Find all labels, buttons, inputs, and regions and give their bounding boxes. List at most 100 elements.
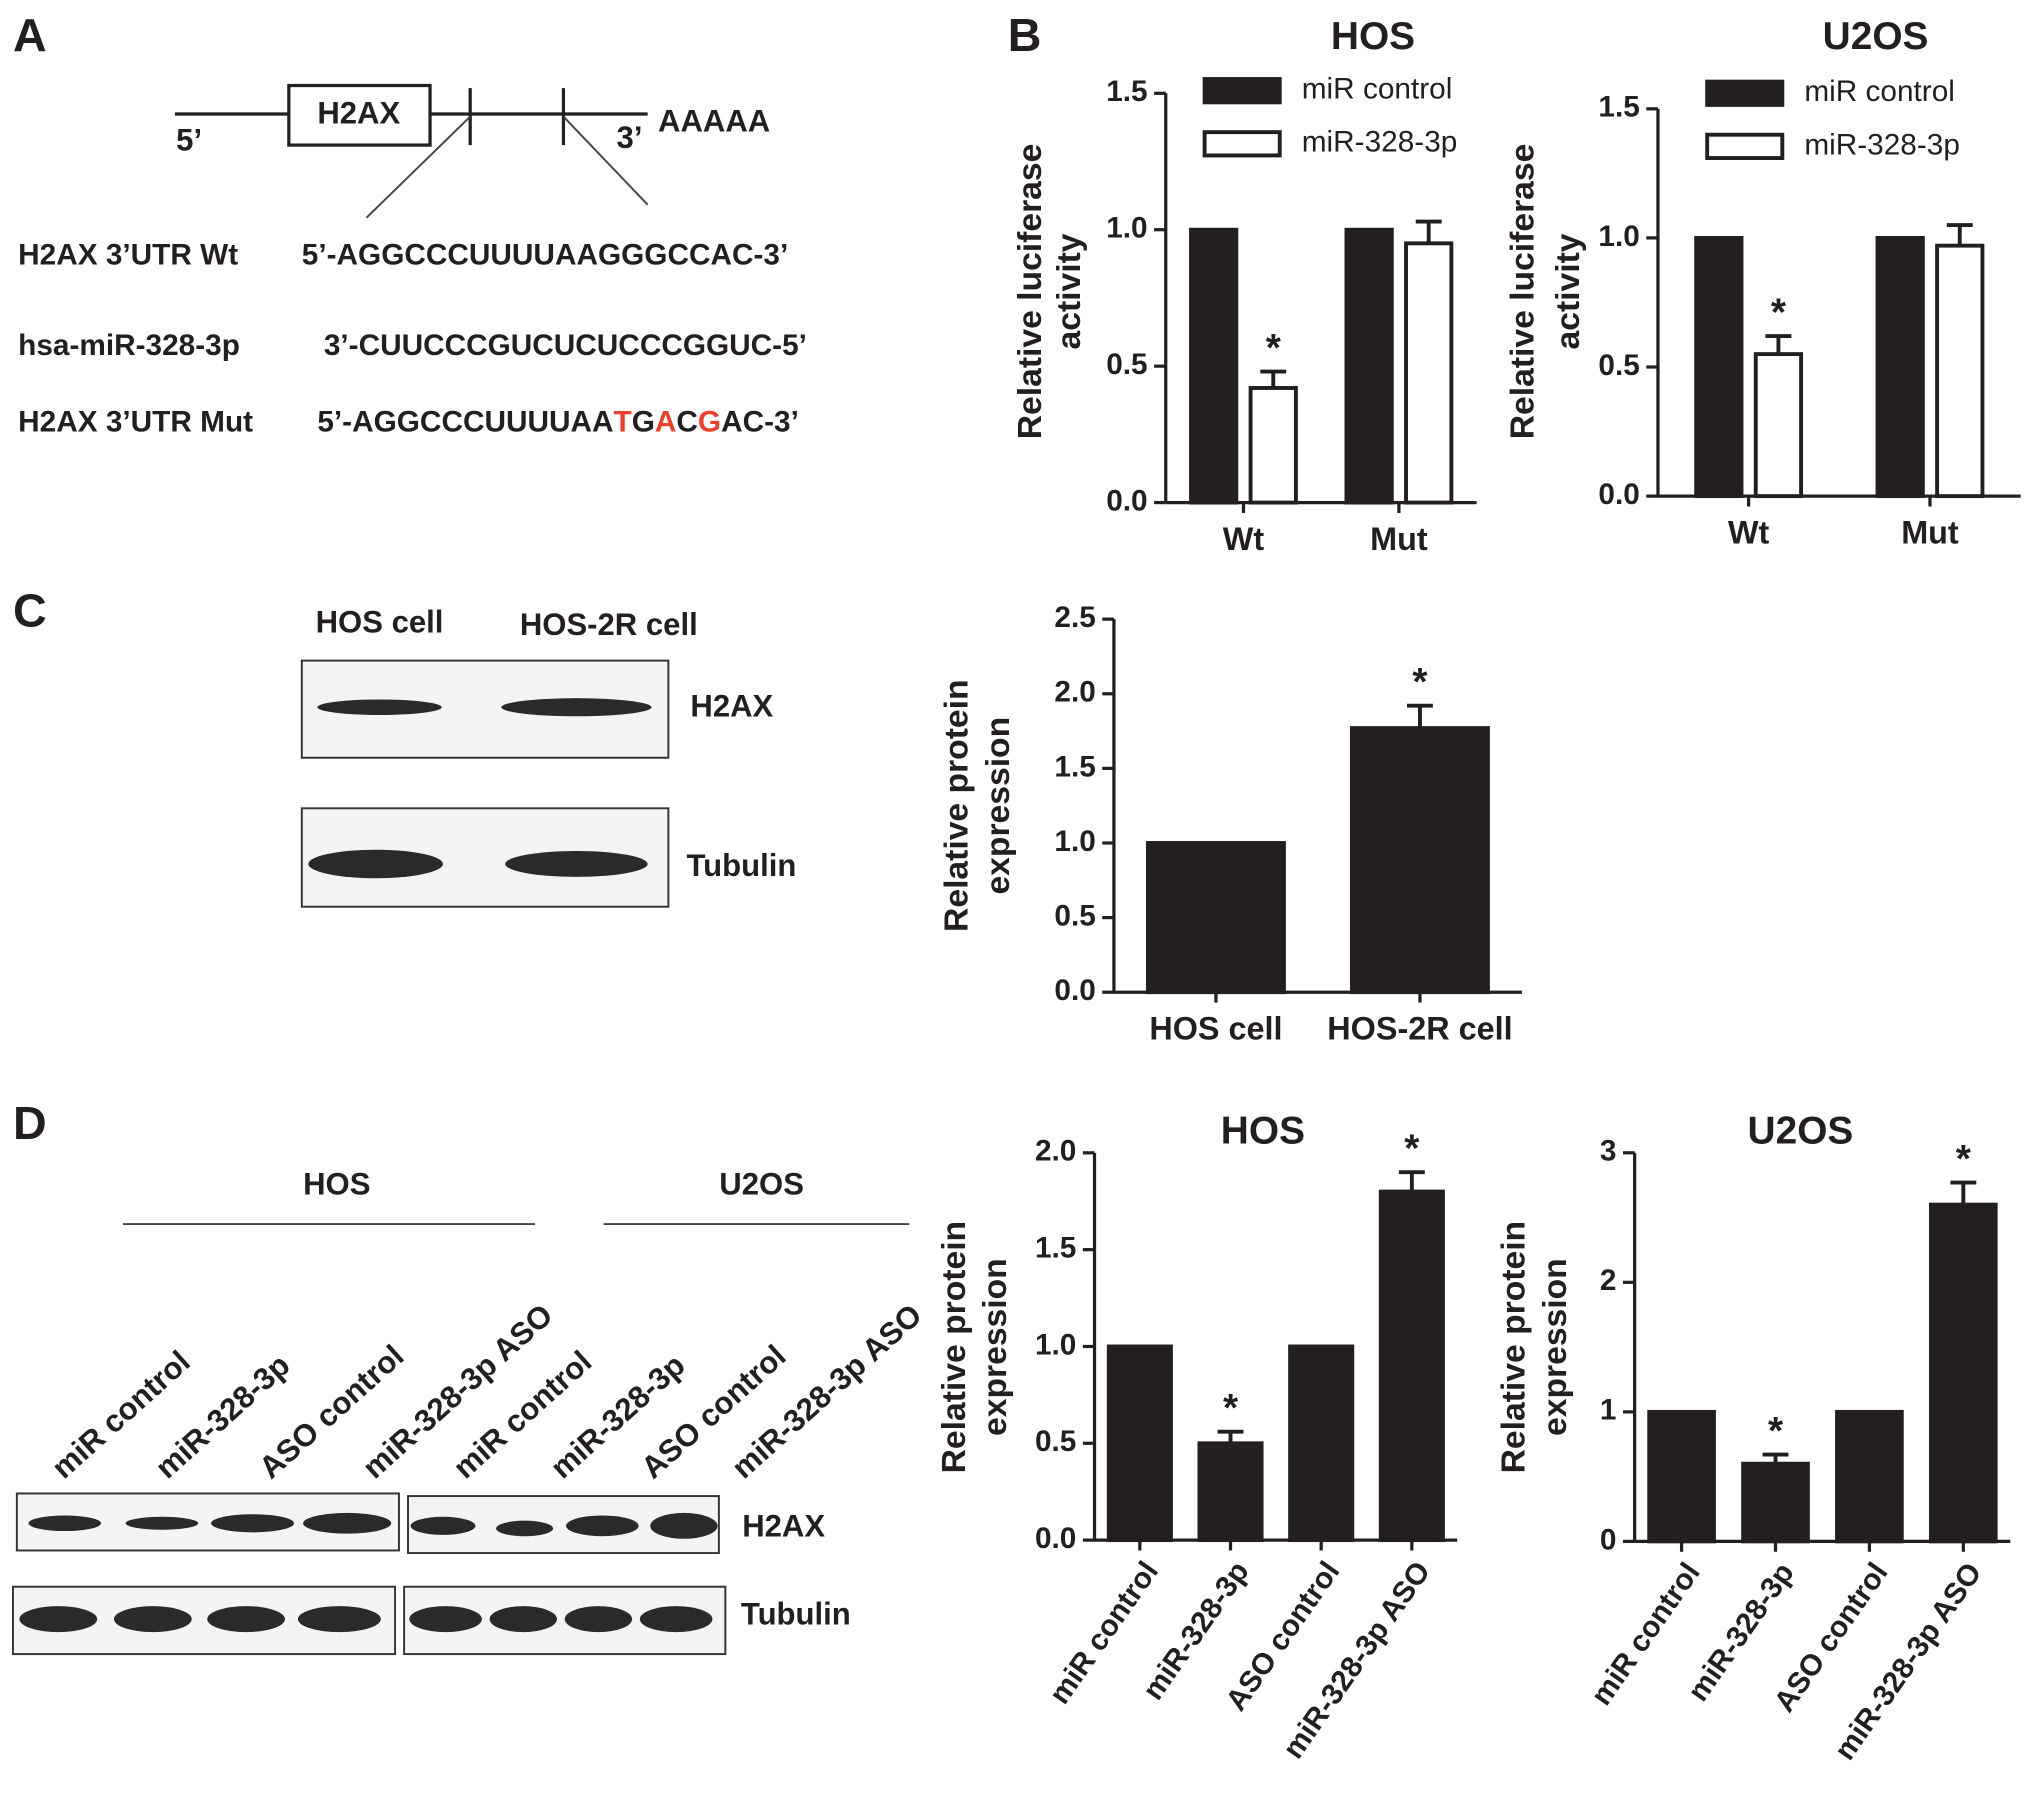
bar: [1145, 841, 1286, 995]
legend-swatch: [1202, 130, 1282, 158]
significance-label: *: [1223, 1387, 1239, 1430]
y-tick-label: 1.5: [1106, 75, 1147, 108]
group-label: U2OS: [719, 1167, 804, 1202]
chart-title: HOS: [1331, 15, 1415, 58]
x-tick-label: Wt: [1223, 521, 1265, 557]
y-tick-label: 0: [1600, 1523, 1617, 1556]
error-bar: [1765, 334, 1792, 355]
bar: [1378, 1189, 1445, 1543]
x-tick-label: HOS cell: [1149, 1011, 1282, 1047]
y-tick-label: 1.0: [1035, 1328, 1076, 1361]
row-label: Tubulin: [741, 1597, 851, 1632]
blot-band: [501, 698, 652, 717]
gene-label: H2AX: [317, 96, 400, 131]
sequence: 5’-AGGCCCUUUUAAGGGCCAC-3’: [302, 238, 788, 271]
blot-band: [125, 1516, 199, 1530]
significance-label: *: [1956, 1138, 1972, 1181]
bar: [1344, 227, 1394, 505]
blot-band: [409, 1606, 482, 1633]
x-tick-label: Mut: [1370, 521, 1428, 557]
blot-band: [19, 1606, 98, 1633]
lane-label: HOS cell: [316, 605, 444, 640]
y-tick-label: 0.0: [1054, 974, 1095, 1007]
utr-end-label: 3’: [617, 120, 643, 155]
panel-label: B: [1008, 9, 1042, 61]
sequence-name: H2AX 3’UTR Mut: [18, 405, 253, 438]
y-tick-label: 0.5: [1035, 1425, 1076, 1458]
chart-title: U2OS: [1748, 1110, 1854, 1153]
blot-band: [303, 1512, 392, 1534]
blot-band: [505, 851, 648, 877]
error-bar: [1260, 369, 1287, 388]
sequence-segment: AC-3’: [721, 405, 799, 438]
blot-band: [566, 1515, 639, 1537]
legend-label: miR control: [1804, 75, 1955, 108]
y-tick-label: 1.0: [1054, 825, 1095, 858]
row-label: H2AX: [690, 689, 773, 724]
blot-band: [113, 1606, 192, 1633]
bar: [1935, 243, 1985, 499]
legend-swatch: [1705, 132, 1785, 160]
blot-band: [297, 1606, 381, 1633]
blot-band: [639, 1606, 713, 1633]
sequence-segment: T: [614, 405, 632, 438]
error-bar: [1415, 219, 1442, 244]
bar: [1647, 1409, 1716, 1544]
y-tick-label: 0.5: [1054, 899, 1095, 932]
y-axis-label: activity: [1051, 233, 1088, 349]
error-bar: [1950, 1180, 1977, 1205]
sequence-segment: G: [698, 405, 721, 438]
chart-title: HOS: [1221, 1110, 1305, 1153]
y-tick-label: 0.0: [1106, 484, 1147, 517]
blot-band: [410, 1516, 476, 1535]
y-tick-label: 3: [1600, 1135, 1617, 1168]
bar: [1835, 1409, 1904, 1544]
sequence-segment: 5’-AGGCCCUUUUAAGGGCCAC-3’: [302, 238, 788, 271]
bar: [1350, 726, 1490, 995]
y-tick-label: 0.5: [1598, 349, 1639, 382]
blot-band: [496, 1520, 554, 1537]
error-bar: [1217, 1429, 1244, 1444]
legend-label: miR-328-3p: [1302, 126, 1458, 159]
error-bar: [1946, 223, 1973, 246]
blot-band: [211, 1514, 295, 1533]
y-axis-label: Relative protein: [938, 679, 975, 932]
blot-band: [207, 1606, 285, 1633]
y-axis-label: Relative protein: [1495, 1221, 1532, 1474]
sequence-name: hsa-miR-328-3p: [18, 329, 240, 362]
y-tick-label: 1.5: [1054, 750, 1095, 783]
y-axis-label: Relative luciferase: [1012, 144, 1049, 440]
panel-label: A: [13, 9, 47, 61]
significance-label: *: [1404, 1128, 1420, 1171]
blot-band: [308, 849, 443, 879]
y-axis-label: activity: [1550, 233, 1587, 349]
x-tick-label: Wt: [1728, 515, 1770, 551]
significance-label: *: [1771, 292, 1787, 335]
panel-label: C: [13, 584, 47, 636]
bar: [1753, 352, 1804, 499]
sequence-segment: C: [676, 405, 698, 438]
y-tick-label: 1.0: [1598, 220, 1639, 253]
y-tick-label: 1.5: [1598, 91, 1639, 124]
y-tick-label: 0.0: [1598, 478, 1639, 511]
bar: [1694, 235, 1744, 499]
significance-label: *: [1412, 661, 1428, 704]
lane-label: HOS-2R cell: [520, 607, 698, 642]
poly-a-label: AAAAA: [658, 103, 770, 138]
sequence-segment: 3’-CUUCCCGUCUCUCCCGGUC-5’: [324, 329, 807, 362]
bar: [1741, 1461, 1810, 1544]
error-bar: [1406, 703, 1433, 729]
bar: [1928, 1202, 1998, 1544]
blot-band: [564, 1606, 633, 1633]
utr-end-label: 5’: [176, 123, 202, 158]
y-axis-label: expression: [977, 1258, 1014, 1436]
y-tick-label: 0.5: [1106, 348, 1147, 381]
sequence-segment: G: [632, 405, 655, 438]
row-label: H2AX: [742, 1509, 825, 1544]
bar: [1248, 386, 1298, 505]
error-bar: [1398, 1170, 1425, 1192]
sequence-segment: 5’-AGGCCCUUUUAA: [317, 405, 613, 438]
row-label: Tubulin: [686, 848, 796, 883]
x-tick-label: HOS-2R cell: [1327, 1011, 1512, 1047]
